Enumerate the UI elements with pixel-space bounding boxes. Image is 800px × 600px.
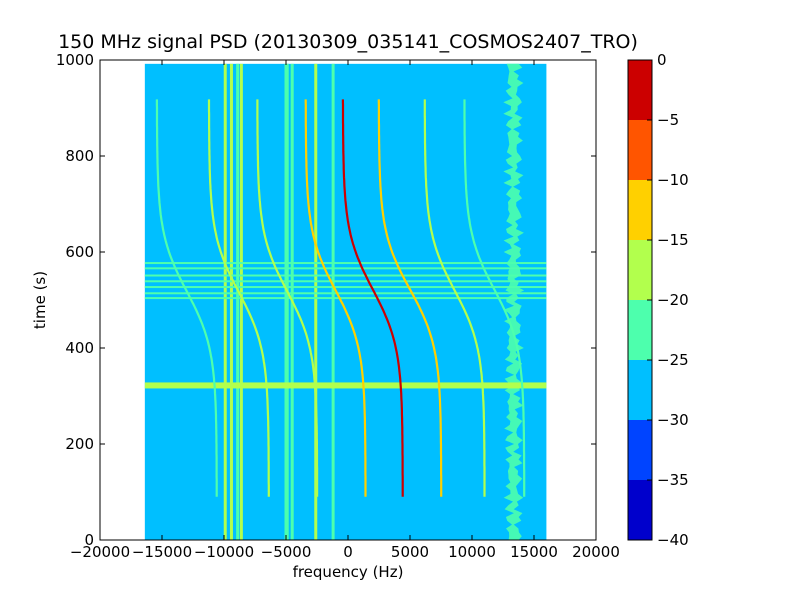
y-tick-label: 0 xyxy=(84,531,94,549)
doppler-trace xyxy=(155,99,218,497)
colorbar-tick-label: −30 xyxy=(657,411,689,429)
colorbar-tick-label: −10 xyxy=(657,171,689,189)
doppler-trace xyxy=(207,99,270,497)
doppler-trace xyxy=(423,99,486,497)
colorbar-segment xyxy=(628,480,652,540)
doppler-trace xyxy=(377,99,443,497)
vertical-interference-line xyxy=(331,63,335,540)
colorbar-tick-label: −15 xyxy=(657,231,689,249)
colorbar-segment xyxy=(628,120,652,180)
x-tick-label: −10000 xyxy=(194,543,254,561)
horizontal-interference-line xyxy=(144,286,547,289)
colorbar-tick-label: −5 xyxy=(657,111,679,129)
vertical-interference-line xyxy=(314,63,318,540)
x-axis-ticks: −20000 −15000 −10000 −5000 0 5000 10000 15000 20… xyxy=(70,60,620,561)
x-tick-label: 0 xyxy=(343,543,353,561)
noise-band xyxy=(503,63,525,540)
doppler-trace xyxy=(256,99,319,497)
x-tick-label: −15000 xyxy=(132,543,192,561)
colorbar-tick-label: 0 xyxy=(657,51,667,69)
doppler-trace xyxy=(341,99,404,497)
colorbar-segment xyxy=(628,180,652,240)
heatmap-layer xyxy=(144,63,547,540)
x-tick-label: 5000 xyxy=(391,543,429,561)
horizontal-interference-line xyxy=(144,292,547,295)
colorbar-tick-label: −40 xyxy=(657,531,689,549)
spectrogram-background xyxy=(144,63,547,540)
x-tick-label: 15000 xyxy=(510,543,558,561)
horizontal-interference-line xyxy=(144,382,547,389)
colorbar-tick-label: −25 xyxy=(657,351,689,369)
x-tick-label: −20000 xyxy=(70,543,130,561)
colorbar-segment xyxy=(628,60,652,120)
colorbar-tick-label: −20 xyxy=(657,291,689,309)
horizontal-interference-line xyxy=(144,274,547,277)
y-tick-label: 400 xyxy=(65,339,94,357)
colorbar-segment xyxy=(628,360,652,420)
y-axis-ticks: 0 200 400 600 800 1000 xyxy=(56,51,596,549)
doppler-trace xyxy=(304,99,367,497)
vertical-interference-line xyxy=(223,63,227,540)
colorbar-segment xyxy=(628,240,652,300)
colorbar-tick-label: −35 xyxy=(657,471,689,489)
horizontal-interference-line xyxy=(144,280,547,283)
x-axis-label: frequency (Hz) xyxy=(293,563,404,581)
colorbar-segment xyxy=(628,300,652,360)
colorbar-segment xyxy=(628,420,652,480)
y-tick-label: 200 xyxy=(65,435,94,453)
y-tick-label: 600 xyxy=(65,243,94,261)
y-tick-label: 800 xyxy=(65,147,94,165)
y-axis-label: time (s) xyxy=(31,271,49,329)
x-tick-label: 10000 xyxy=(448,543,496,561)
vertical-interference-line xyxy=(239,63,243,540)
y-tick-label: 1000 xyxy=(56,51,94,69)
x-tick-label: 20000 xyxy=(572,543,620,561)
chart-title: 150 MHz signal PSD (20130309_035141_COSM… xyxy=(58,31,638,53)
vertical-interference-line xyxy=(236,63,240,540)
vertical-interference-line xyxy=(285,63,289,540)
x-tick-label: −5000 xyxy=(261,543,312,561)
plot-area: −20000 −15000 −10000 −5000 0 5000 10000 15000 20… xyxy=(56,51,620,561)
doppler-trace xyxy=(463,99,526,497)
horizontal-interference-line xyxy=(144,262,547,265)
horizontal-interference-line xyxy=(144,297,547,300)
horizontal-interference-line xyxy=(144,267,547,270)
vertical-interference-line xyxy=(229,63,233,540)
colorbar: −40 −35 −30 −25 −20 −15 −10 −5 0 xyxy=(627,51,689,549)
